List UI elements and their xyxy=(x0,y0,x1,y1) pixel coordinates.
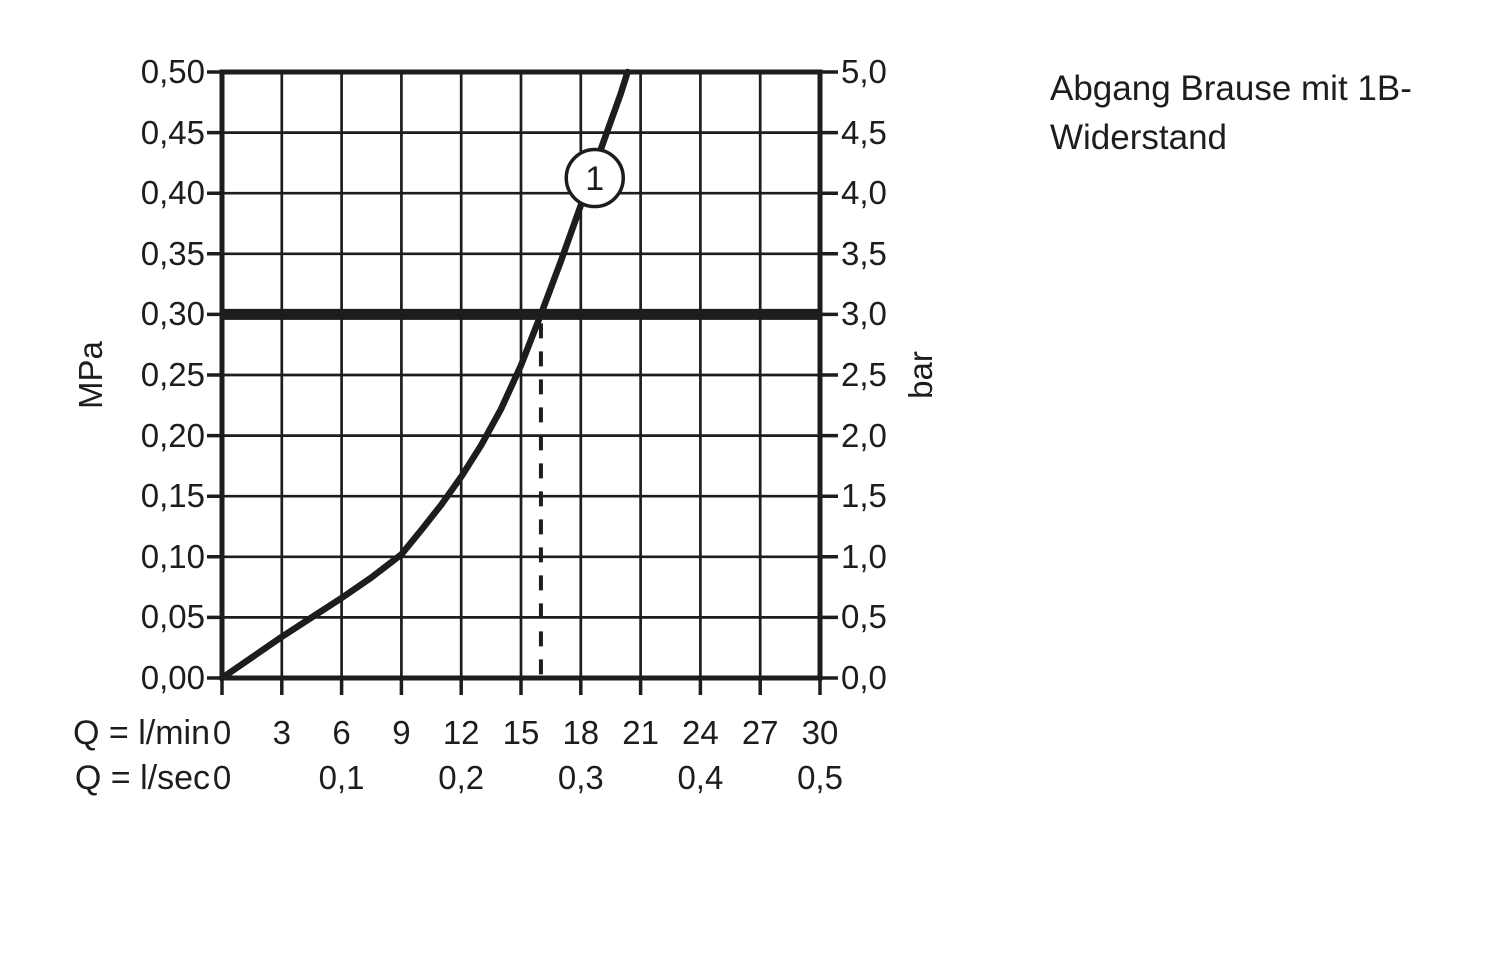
x-lmin-tick-label: 21 xyxy=(622,714,659,751)
x-lmin-tick-label: 27 xyxy=(741,714,779,751)
y-left-tick-label: 0,40 xyxy=(140,174,205,212)
x-lmin-tick-label: 3 xyxy=(272,714,291,751)
marker-circle xyxy=(564,147,626,209)
x-axis-lmin-row-label: Q = l/min xyxy=(73,714,210,752)
y-left-tick-label: 0,25 xyxy=(140,356,205,393)
y-left-tick-label: 0,50 xyxy=(140,53,205,90)
flow-curve xyxy=(218,68,631,682)
x-lmin-tick-label: 9 xyxy=(392,714,411,751)
x-lsec-tick-label: 0 xyxy=(212,759,232,796)
y-right-tick-label: 3,0 xyxy=(841,295,887,333)
chart-title-line2: Widerstand xyxy=(1050,118,1228,157)
x-lmin-tick-label: 15 xyxy=(502,714,540,751)
y-right-tick-label: 4,0 xyxy=(841,174,887,212)
curve-marker-1: 1 xyxy=(564,147,626,209)
y-left-tick-label: 0,00 xyxy=(140,659,205,696)
chart-title-line1: Abgang Brause mit 1B- xyxy=(1050,69,1412,108)
y-right-tick-label: 2,5 xyxy=(841,356,887,393)
y-left-tick-label: 0,10 xyxy=(140,537,205,575)
x-lmin-tick-label: 6 xyxy=(332,714,351,751)
y-left-tick-label: 0,20 xyxy=(140,416,205,454)
y-right-tick-label: 1,0 xyxy=(841,537,887,575)
y-right-tick-label: 2,0 xyxy=(841,416,887,454)
y-left-tick-label: 0,35 xyxy=(140,234,205,272)
y-right-tick-label: 0,5 xyxy=(841,598,887,636)
y-left-tick-label: 0,30 xyxy=(140,295,205,333)
x-lmin-tick-label: 30 xyxy=(801,714,839,751)
x-lsec-tick-label: 0,3 xyxy=(557,759,604,796)
y-right-tick-label: 3,5 xyxy=(841,234,887,272)
x-lmin-tick-label: 18 xyxy=(562,714,600,751)
y-left-tick-label: 0,15 xyxy=(140,477,205,515)
x-lsec-tick-label: 0,1 xyxy=(318,759,365,796)
x-lmin-tick-label: 24 xyxy=(682,714,719,751)
x-lsec-tick-label: 0,5 xyxy=(797,759,843,796)
axis-tick-marks xyxy=(207,70,838,695)
x-lsec-tick-label: 0,4 xyxy=(677,759,724,796)
x-lmin-tick-label: 12 xyxy=(442,714,480,751)
grid-lines xyxy=(222,72,820,678)
y-right-tick-label: 4,5 xyxy=(841,113,887,151)
marker-label: 1 xyxy=(585,160,604,198)
y-right-tick-label: 5,0 xyxy=(841,53,887,90)
x-lmin-tick-label: 0 xyxy=(212,714,232,751)
y-left-tick-label: 0,45 xyxy=(140,113,205,151)
y-left-tick-label: 0,05 xyxy=(140,598,205,636)
flow-curve-path xyxy=(218,68,631,682)
x-lsec-tick-label: 0,2 xyxy=(438,759,485,796)
x-axis-lsec-row-label: Q = l/sec xyxy=(74,759,210,797)
y-right-tick-label: 0,0 xyxy=(841,659,887,696)
chart-title: Abgang Brause mit 1B- Widerstand xyxy=(1050,64,1480,162)
y-right-tick-label: 1,5 xyxy=(841,477,887,515)
